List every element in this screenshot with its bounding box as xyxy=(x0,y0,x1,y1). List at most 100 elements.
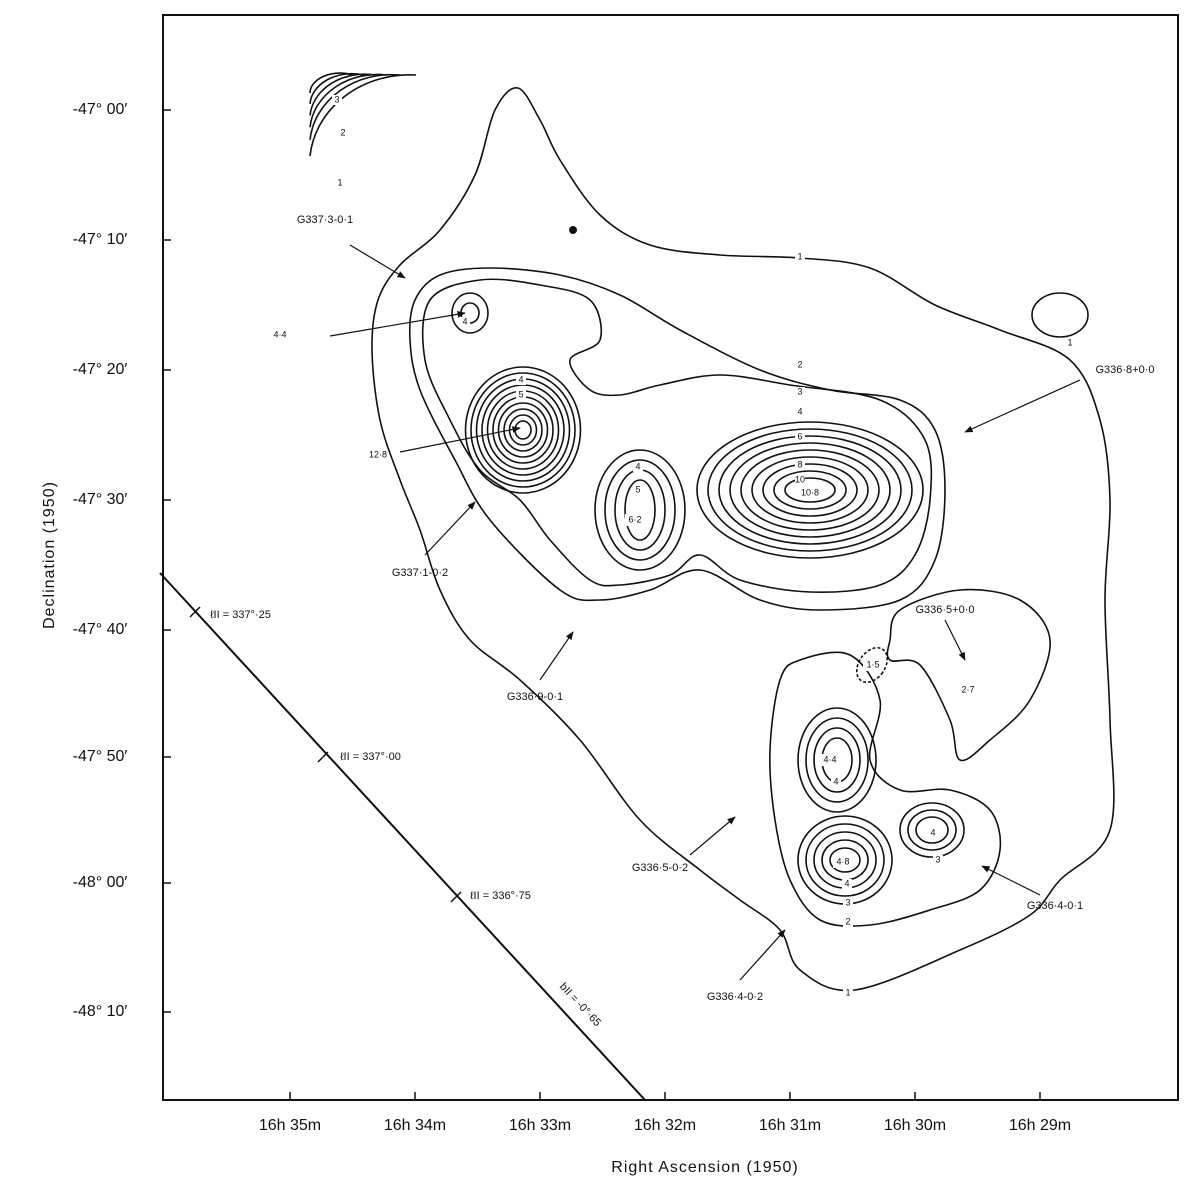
peak-label: 2·7 xyxy=(961,684,974,694)
label-bg xyxy=(633,462,643,472)
x-tick-label: 16h 29m xyxy=(1009,1117,1071,1134)
label-bg xyxy=(795,475,805,485)
galactic-tick xyxy=(317,751,329,763)
contour xyxy=(514,420,532,440)
contour-label: 2 xyxy=(845,916,850,926)
contour xyxy=(886,588,1051,762)
contour xyxy=(309,73,400,140)
contour xyxy=(503,408,543,452)
contour xyxy=(309,74,417,157)
contour-label: 5 xyxy=(518,389,523,399)
label-bg xyxy=(842,879,852,889)
contour xyxy=(408,267,946,611)
source-arrow xyxy=(981,865,1041,896)
contour xyxy=(309,73,388,128)
y-tick-label: -47° 20′ xyxy=(73,361,128,378)
contour-label: 4 xyxy=(462,316,467,326)
contour-label: 2 xyxy=(797,359,802,369)
peak-label: 6·2 xyxy=(628,514,641,524)
contour-label: 1 xyxy=(845,987,850,997)
contour xyxy=(508,414,538,446)
x-tick-label: 16h 30m xyxy=(884,1117,946,1134)
contour-label: 3 xyxy=(797,386,802,396)
label-bg xyxy=(831,777,841,787)
contour-label: 3 xyxy=(935,854,940,864)
source-arrow xyxy=(944,619,966,661)
contour xyxy=(740,449,880,531)
contour-label: 8 xyxy=(797,459,802,469)
y-tick-label: -47° 40′ xyxy=(73,621,128,638)
contour xyxy=(805,717,869,803)
contour xyxy=(707,428,913,552)
contour xyxy=(497,402,549,458)
label-bg xyxy=(335,178,345,188)
contour-label: 4 xyxy=(833,776,838,786)
source-label: G336·8+0·0 xyxy=(1095,364,1154,376)
label-bg xyxy=(843,988,853,998)
y-tick-label: -47° 00′ xyxy=(73,101,128,118)
source-arrow xyxy=(349,244,406,279)
label-bg xyxy=(843,917,853,927)
label-bg xyxy=(795,460,805,470)
label-bg xyxy=(795,252,805,262)
galactic-tick xyxy=(450,891,462,903)
source-label: G336·9-0·1 xyxy=(507,691,563,703)
source-arrow xyxy=(689,816,736,856)
galactic-label: ℓII = 337°·25 xyxy=(210,609,271,621)
source-label: G336·5+0·0 xyxy=(915,604,974,616)
label-bg xyxy=(795,360,805,370)
peak-label: 12·8 xyxy=(369,449,387,459)
x-tick-label: 16h 32m xyxy=(634,1117,696,1134)
y-tick-label: -47° 50′ xyxy=(73,748,128,765)
contour xyxy=(784,477,836,503)
label-bg xyxy=(795,432,805,442)
label-bg xyxy=(338,128,348,138)
label-bg xyxy=(863,659,883,671)
contour xyxy=(855,646,889,684)
contour xyxy=(829,847,861,873)
galactic-label: ℓII = 336°·75 xyxy=(470,890,531,902)
label-bg xyxy=(928,828,938,838)
source-label: G337·3-0·1 xyxy=(297,214,353,226)
peak-label: 4·4 xyxy=(273,329,286,339)
contour xyxy=(696,421,924,559)
plot-frame xyxy=(162,14,1179,1101)
contour xyxy=(751,456,869,524)
galactic-label: ℓII = 337°·00 xyxy=(340,751,401,763)
label-bg xyxy=(958,684,978,696)
contour-label: 5 xyxy=(635,484,640,494)
contour-label: 10 xyxy=(795,474,805,484)
contour xyxy=(773,470,847,510)
contour-label: 3 xyxy=(334,94,339,104)
peak-arrow xyxy=(329,310,466,337)
x-tick-label: 16h 31m xyxy=(759,1117,821,1134)
point-source xyxy=(569,226,577,234)
galactic-label: bII = -0°·65 xyxy=(557,981,603,1029)
contour xyxy=(907,809,957,851)
label-bg xyxy=(625,514,645,526)
contour-label: 4 xyxy=(518,374,523,384)
label-bg xyxy=(460,317,470,327)
x-tick-label: 16h 34m xyxy=(384,1117,446,1134)
contour xyxy=(470,372,576,488)
contour-label: 1 xyxy=(797,251,802,261)
label-bg xyxy=(800,487,820,499)
y-tick-label: -47° 30′ xyxy=(73,491,128,508)
label-bg xyxy=(633,485,643,495)
contour xyxy=(309,73,376,116)
peak-label: 10·8 xyxy=(801,487,819,497)
x-axis-label: Right Ascension (1950) xyxy=(611,1159,798,1176)
contour xyxy=(762,463,858,517)
contour xyxy=(805,823,885,897)
contour xyxy=(492,396,554,464)
galactic-tick xyxy=(189,606,201,618)
label-bg xyxy=(516,375,526,385)
contour xyxy=(614,469,666,551)
contour-label: 3 xyxy=(845,897,850,907)
contour xyxy=(915,816,949,844)
label-bg xyxy=(833,856,853,868)
contour-label: 4 xyxy=(844,878,849,888)
contour xyxy=(769,651,1002,927)
contour xyxy=(797,707,877,813)
label-bg xyxy=(332,95,342,105)
